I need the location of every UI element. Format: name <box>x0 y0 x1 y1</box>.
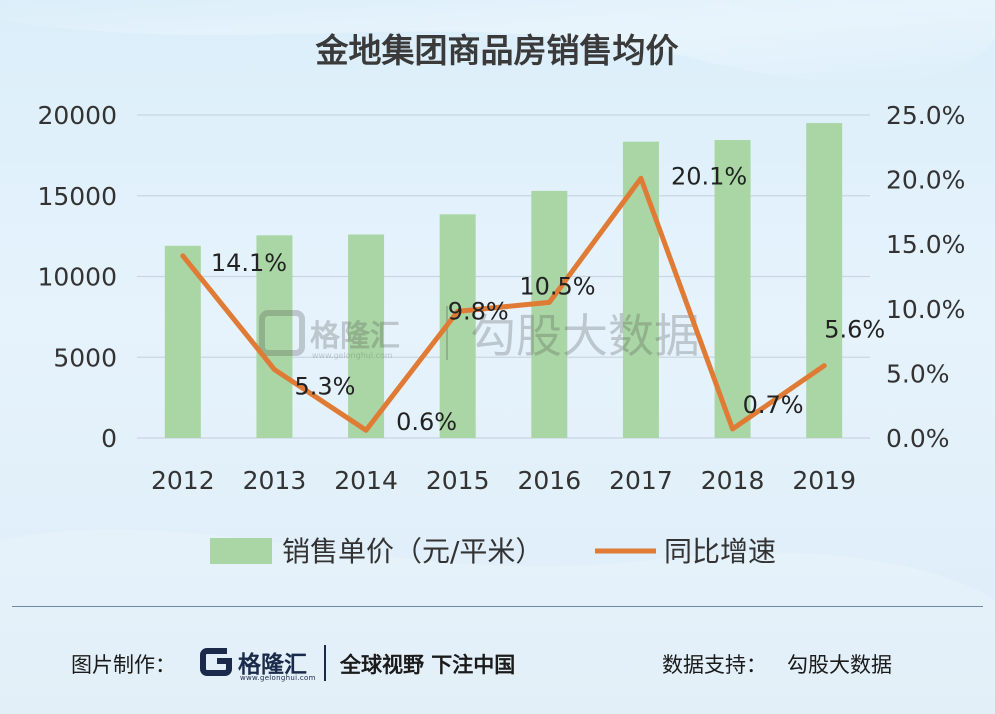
y-left-tick-label: 5000 <box>53 343 117 372</box>
y-right-tick-label: 20.0% <box>886 166 965 195</box>
made-by-label: 图片制作： <box>71 653 176 677</box>
data-label-2015: 9.8% <box>448 297 509 325</box>
axes: 0 5000 10000 15000 20000 0.0% 5.0% 10.0% 15.0% 20… <box>37 101 965 495</box>
bar-series <box>164 123 843 438</box>
y-left-tick-label: 0 <box>101 424 117 453</box>
y-right-tick-label: 0.0% <box>886 424 950 453</box>
data-support-label: 数据支持： <box>662 653 767 677</box>
watermark-divider <box>446 306 448 360</box>
x-tick-label: 2017 <box>609 466 673 495</box>
bar-2014 <box>348 234 385 438</box>
x-tick-label: 2015 <box>426 466 490 495</box>
y-right-tick-label: 5.0% <box>886 359 950 388</box>
bar-2019 <box>806 123 843 438</box>
data-label-2017: 20.1% <box>671 162 747 190</box>
bar-2017 <box>622 141 659 438</box>
bar-2018 <box>714 140 751 438</box>
line-series: 14.1% 5.3% 0.6% 9.8% 10.5% 20.1% 0.7% 5.6% <box>180 162 885 436</box>
y-left-tick-label: 15000 <box>37 182 117 211</box>
x-tick-label: 2019 <box>792 466 856 495</box>
gelonghui-logo-icon <box>200 648 232 676</box>
footer: 图片制作： 格隆汇 www.gelonghui.com 全球视野 下注中国 数据… <box>0 635 995 695</box>
data-label-2019: 5.6% <box>824 316 885 344</box>
x-tick-label: 2012 <box>151 466 215 495</box>
y-right-tick-label: 10.0% <box>886 295 965 324</box>
x-tick-label: 2013 <box>243 466 307 495</box>
data-label-2016: 10.5% <box>519 272 595 300</box>
watermark-source: 勾股大数据 <box>470 309 700 363</box>
bar-2016 <box>531 190 568 438</box>
y-left-tick-label: 10000 <box>37 263 117 292</box>
bar-2013 <box>256 235 293 438</box>
chart-title: 金地集团商品房销售均价 <box>315 31 679 70</box>
data-label-2014: 0.6% <box>396 408 457 436</box>
y-right-tick-label: 25.0% <box>886 101 965 130</box>
legend-swatch-bar <box>210 538 272 564</box>
x-tick-label: 2016 <box>518 466 582 495</box>
slogan: 全球视野 下注中国 <box>340 653 516 677</box>
legend-label-line: 同比增速 <box>664 535 776 568</box>
watermark-url: www.gelonghui.com <box>312 351 393 360</box>
watermark: 格隆汇 www.gelonghui.com 勾股大数据 <box>259 306 700 363</box>
bar-2012 <box>164 245 201 438</box>
y-left-tick-label: 20000 <box>37 101 117 130</box>
data-label-2018: 0.7% <box>743 391 804 419</box>
x-tick-label: 2018 <box>701 466 765 495</box>
line-path <box>180 175 827 433</box>
logo-text: 格隆汇 <box>238 652 307 678</box>
footer-separator <box>324 645 326 681</box>
legend-label-bar: 销售单价（元/平米） <box>282 535 543 568</box>
data-label-2012: 14.1% <box>211 249 287 277</box>
y-right-tick-label: 15.0% <box>886 230 965 259</box>
legend: 销售单价（元/平米） 同比增速 <box>210 535 776 568</box>
data-label-2013: 5.3% <box>294 373 355 401</box>
footer-divider <box>12 606 983 607</box>
data-source: 勾股大数据 <box>787 653 892 677</box>
watermark-logo-icon <box>259 310 305 356</box>
x-tick-label: 2014 <box>334 466 398 495</box>
watermark-brand: 格隆汇 <box>310 319 400 354</box>
logo-url: www.gelonghui.com <box>240 674 316 682</box>
